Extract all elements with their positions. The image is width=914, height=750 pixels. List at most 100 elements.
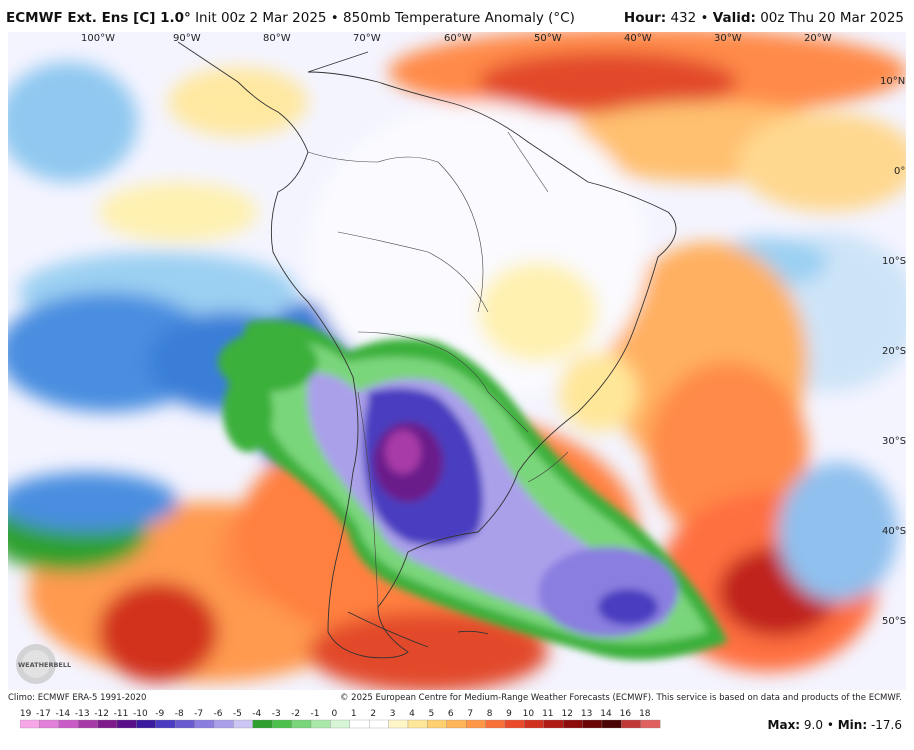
colorbar-tick-label: -17 <box>36 709 51 719</box>
logo-text: WEATHERBELL <box>18 661 71 669</box>
colorbar-tick-label: 3 <box>390 709 396 719</box>
colorbar-swatch <box>272 719 292 729</box>
colorbar-swatch <box>252 719 273 729</box>
lat-label: 10°S <box>882 256 906 267</box>
max-label: Max: <box>767 718 801 732</box>
model-name: ECMWF Ext. Ens [C] 1.0° <box>6 10 191 26</box>
colorbar-swatch <box>582 719 603 729</box>
colorbar-swatch <box>427 719 447 729</box>
lat-label: 40°S <box>882 526 906 537</box>
colorbar-tick-label: 14 <box>600 709 612 719</box>
max-min: Max: 9.0 • Min: -17.6 <box>768 718 902 732</box>
lat-label: 20°S <box>882 346 906 357</box>
anomaly-field-cold-core <box>218 320 728 660</box>
valid-label: Valid: <box>712 10 756 26</box>
colorbar-tick-label: 2 <box>370 709 376 719</box>
colorbar-swatch <box>330 719 350 729</box>
colorbar-swatch <box>213 719 234 729</box>
colorbar-swatch <box>291 719 312 729</box>
lon-label: 100°W <box>81 33 115 44</box>
colorbar-swatch <box>310 719 331 729</box>
lon-label: 40°W <box>624 33 652 44</box>
colorbar-tick-label: 12 <box>561 709 572 719</box>
colorbar-swatch <box>78 719 98 729</box>
copyright-note: © 2025 European Centre for Medium-Range … <box>339 693 902 703</box>
colorbar-swatch <box>388 719 409 729</box>
hour-label: Hour: <box>623 10 667 26</box>
lat-label: 50°S <box>882 616 906 627</box>
colorbar-tick-label: -6 <box>214 709 223 719</box>
colorbar-tick-label: -12 <box>94 709 109 719</box>
colorbar-swatch <box>504 719 525 729</box>
lon-label: 60°W <box>444 33 472 44</box>
latitude-labels: 10°N 0° 10°S 20°S 30°S 40°S 50°S <box>880 76 906 627</box>
colorbar-swatch <box>601 719 622 729</box>
colorbar-tick-label: 16 <box>620 709 632 719</box>
country-borders <box>307 131 569 608</box>
colorbar-swatch <box>136 719 156 729</box>
colorbar-swatch <box>349 719 370 729</box>
colorbar-swatch <box>58 719 79 729</box>
colorbar-swatch <box>97 719 118 729</box>
colorbar-tick-label: -7 <box>194 709 203 719</box>
colorbar-tick-label: -13 <box>75 709 90 719</box>
colorbar-swatch <box>175 719 195 729</box>
colorbar-swatch <box>446 719 467 729</box>
colorbar-tick-label: 1 <box>351 709 357 719</box>
colorbar-tick-label: 7 <box>467 709 473 719</box>
colorbar-swatch <box>563 719 583 729</box>
colorbar-swatch <box>369 719 389 729</box>
lon-label: 70°W <box>353 33 381 44</box>
colorbar-tick-label: -9 <box>155 709 164 719</box>
colorbar-tick-label: -4 <box>252 709 261 719</box>
colorbar-swatch <box>39 719 59 729</box>
colorbar: -19-17-14-13-12-11-10-9-8-7-6-5-4-3-2-10… <box>20 709 661 729</box>
colorbar-tick-label: -19 <box>20 709 32 719</box>
colorbar-swatch <box>194 719 215 729</box>
colorbar-tick-label: -11 <box>114 709 129 719</box>
colorbar-tick-label: 9 <box>506 709 512 719</box>
colorbar-tick-label: -2 <box>291 709 300 719</box>
lon-label: 90°W <box>173 33 201 44</box>
anomaly-map: 10°N 0° 10°S 20°S 30°S 40°S 50°S 100°W 9… <box>0 27 914 692</box>
min-value: -17.6 <box>867 718 902 732</box>
colorbar-swatch <box>621 719 641 729</box>
colorbar-tick-label: 4 <box>409 709 415 719</box>
colorbar-tick-label: 0 <box>332 709 338 719</box>
colorbar-tick-label: -14 <box>55 709 70 719</box>
colorbar-tick-label: -10 <box>133 709 148 719</box>
colorbar-tick-label: -8 <box>175 709 184 719</box>
max-value: 9.0 • <box>800 718 838 732</box>
colorbar-tick-label: 10 <box>523 709 535 719</box>
colorbar-swatch <box>20 719 40 729</box>
longitude-labels: 100°W 90°W 80°W 70°W 60°W 50°W 40°W 30°W… <box>81 33 832 44</box>
colorbar-swatch <box>116 719 137 729</box>
valid-value: 00z Thu 20 Mar 2025 <box>755 10 904 26</box>
weatherbell-logo: WEATHERBELL <box>16 644 71 684</box>
colorbar-tick-label: 5 <box>429 709 435 719</box>
climo-note: Climo: ECMWF ERA-5 1991-2020 <box>8 693 147 703</box>
colorbar-swatch <box>485 719 506 729</box>
lon-label: 50°W <box>534 33 562 44</box>
colorbar-tick-label: -1 <box>311 709 320 719</box>
colorbar-swatch <box>524 719 544 729</box>
lon-label: 80°W <box>263 33 291 44</box>
map-footer: Climo: ECMWF ERA-5 1991-2020 © 2025 Euro… <box>0 690 914 750</box>
colorbar-tick-label: -5 <box>233 709 242 719</box>
colorbar-swatch <box>233 719 253 729</box>
colorbar-swatch <box>640 719 661 729</box>
lat-label: 10°N <box>880 76 905 87</box>
map-svg: 10°N 0° 10°S 20°S 30°S 40°S 50°S 100°W 9… <box>0 27 914 692</box>
colorbar-tick-label: 13 <box>581 709 592 719</box>
lon-label: 20°W <box>804 33 832 44</box>
valid-time-info: Hour: 432 • Valid: 00z Thu 20 Mar 2025 <box>624 10 904 26</box>
colorbar-tick-label: 6 <box>448 709 454 719</box>
lon-label: 30°W <box>714 33 742 44</box>
colorbar-tick-label: 18 <box>639 709 651 719</box>
colorbar-tick-label: 8 <box>487 709 493 719</box>
min-label: Min: <box>837 718 868 732</box>
colorbar-swatch <box>466 719 486 729</box>
colorbar-swatch <box>543 719 564 729</box>
lat-label: 0° <box>894 166 905 177</box>
init-time: Init 00z 2 Mar 2025 • 850mb Temperature … <box>190 10 575 26</box>
